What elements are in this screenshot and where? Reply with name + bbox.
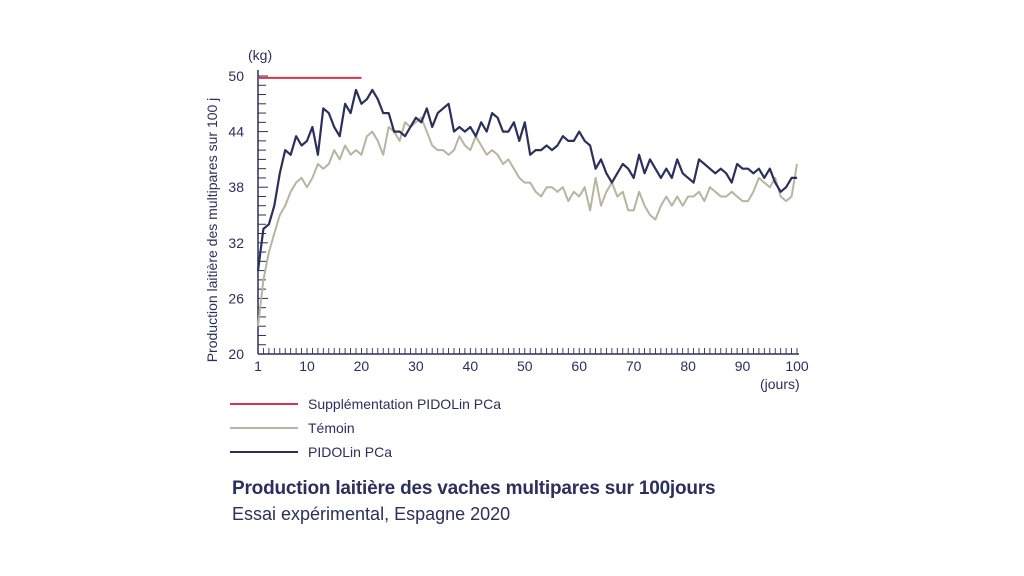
y-tick-label: 32 <box>228 235 244 251</box>
y-axis-label: Production laitière des multipares sur 1… <box>204 98 220 363</box>
x-tick-label: 40 <box>463 358 479 374</box>
x-tick-label: 70 <box>626 358 642 374</box>
x-tick-label: 30 <box>408 358 424 374</box>
legend-label-supplementation: Supplémentation PIDOLin PCa <box>308 396 501 412</box>
x-tick-label: 80 <box>680 358 696 374</box>
chart-subtitle: Essai expérimental, Espagne 2020 <box>232 504 511 524</box>
legend: Supplémentation PIDOLin PCa Témoin PIDOL… <box>230 392 501 464</box>
x-tick-label: 100 <box>785 358 809 374</box>
x-tick-label: 1 <box>254 358 262 374</box>
legend-label-pidolin: PIDOLin PCa <box>308 444 393 460</box>
y-tick-label: 44 <box>228 124 244 140</box>
legend-swatch-temoin <box>230 427 298 429</box>
x-tick-label: 90 <box>735 358 751 374</box>
legend-swatch-pidolin <box>230 451 298 453</box>
legend-label-temoin: Témoin <box>308 420 355 436</box>
y-unit-label: (kg) <box>248 47 272 63</box>
legend-swatch-supplementation <box>230 403 298 405</box>
x-tick-label: 60 <box>571 358 587 374</box>
caption: Production laitière des vaches multipare… <box>232 478 716 525</box>
y-tick-label: 50 <box>228 68 244 84</box>
x-unit-label: (jours) <box>760 376 800 392</box>
y-tick-label: 38 <box>228 179 244 195</box>
series-line-pidolin <box>256 88 797 271</box>
legend-item-supplementation: Supplémentation PIDOLin PCa <box>230 392 501 416</box>
y-tick-label: 20 <box>228 346 244 362</box>
axes: 20 26 32 38 44 50 1 10 20 30 40 50 60 70 80 90 100 <box>228 68 808 374</box>
series-line-temoin <box>257 116 798 327</box>
chart-title: Production laitière des vaches multipare… <box>232 478 716 499</box>
x-tick-label: 50 <box>517 358 533 374</box>
legend-item-pidolin: PIDOLin PCa <box>230 440 501 464</box>
x-tick-label: 10 <box>299 358 315 374</box>
x-tick-label: 20 <box>354 358 370 374</box>
series-layer <box>256 76 798 327</box>
y-tick-label: 26 <box>228 290 244 306</box>
legend-item-temoin: Témoin <box>230 416 501 440</box>
